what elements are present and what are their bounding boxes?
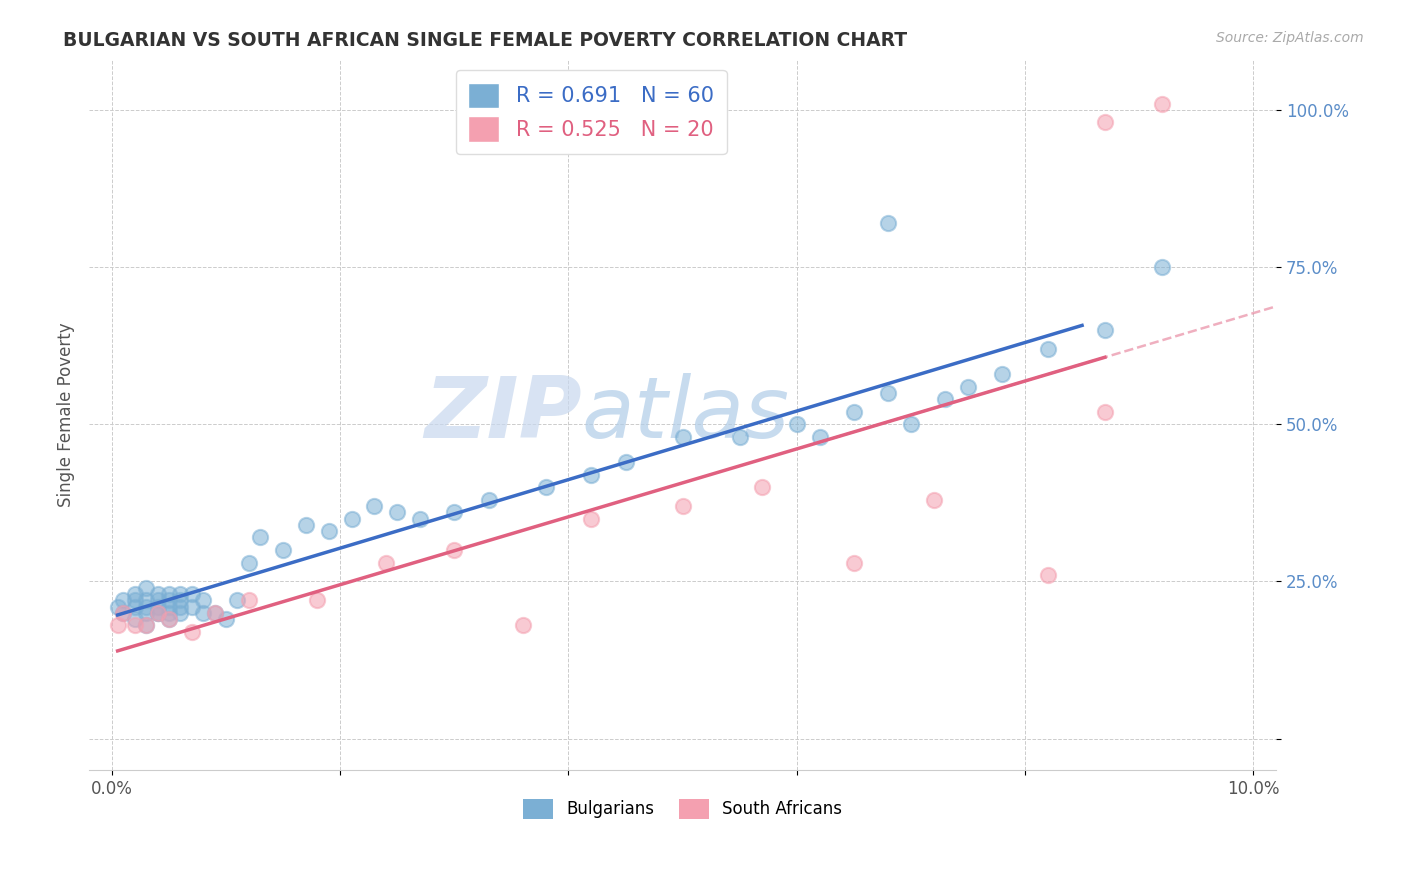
Point — [956, 379, 979, 393]
Legend: Bulgarians, South Africans: Bulgarians, South Africans — [516, 792, 849, 826]
Point — [374, 556, 396, 570]
Point — [581, 511, 603, 525]
Point — [107, 599, 129, 614]
Point — [318, 524, 340, 538]
Point — [169, 593, 191, 607]
Point — [786, 417, 808, 432]
Point — [146, 606, 169, 620]
Point — [204, 606, 226, 620]
Point — [751, 480, 773, 494]
Point — [193, 606, 215, 620]
Point — [991, 367, 1014, 381]
Point — [1036, 342, 1059, 356]
Point — [146, 593, 169, 607]
Point — [146, 606, 169, 620]
Point — [146, 599, 169, 614]
Point — [1094, 323, 1116, 337]
Point — [146, 606, 169, 620]
Point — [169, 587, 191, 601]
Point — [169, 606, 191, 620]
Point — [934, 392, 956, 406]
Point — [1094, 404, 1116, 418]
Point — [512, 618, 534, 632]
Point — [477, 492, 499, 507]
Point — [180, 624, 202, 639]
Point — [112, 606, 135, 620]
Point — [842, 404, 865, 418]
Y-axis label: Single Female Poverty: Single Female Poverty — [58, 323, 75, 508]
Text: atlas: atlas — [582, 373, 790, 457]
Point — [581, 467, 603, 482]
Point — [238, 593, 260, 607]
Point — [363, 499, 385, 513]
Point — [157, 612, 180, 626]
Point — [614, 455, 637, 469]
Point — [443, 505, 465, 519]
Point — [340, 511, 363, 525]
Point — [180, 587, 202, 601]
Point — [295, 517, 318, 532]
Point — [180, 599, 202, 614]
Point — [124, 587, 146, 601]
Point — [387, 505, 409, 519]
Point — [135, 593, 157, 607]
Point — [112, 593, 135, 607]
Point — [534, 480, 557, 494]
Point — [107, 618, 129, 632]
Point — [1150, 260, 1173, 274]
Point — [443, 543, 465, 558]
Point — [135, 599, 157, 614]
Text: Source: ZipAtlas.com: Source: ZipAtlas.com — [1216, 31, 1364, 45]
Point — [728, 430, 751, 444]
Point — [900, 417, 922, 432]
Point — [157, 606, 180, 620]
Point — [808, 430, 831, 444]
Point — [877, 385, 900, 400]
Point — [1036, 568, 1059, 582]
Text: ZIP: ZIP — [425, 373, 582, 457]
Point — [124, 599, 146, 614]
Point — [671, 499, 693, 513]
Point — [1094, 115, 1116, 129]
Point — [124, 612, 146, 626]
Point — [112, 606, 135, 620]
Text: BULGARIAN VS SOUTH AFRICAN SINGLE FEMALE POVERTY CORRELATION CHART: BULGARIAN VS SOUTH AFRICAN SINGLE FEMALE… — [63, 31, 907, 50]
Point — [1150, 96, 1173, 111]
Point — [193, 593, 215, 607]
Point — [922, 492, 945, 507]
Point — [135, 618, 157, 632]
Point — [671, 430, 693, 444]
Point — [157, 587, 180, 601]
Point — [157, 593, 180, 607]
Point — [409, 511, 432, 525]
Point — [226, 593, 249, 607]
Point — [204, 606, 226, 620]
Point — [842, 556, 865, 570]
Point — [249, 530, 271, 544]
Point — [135, 581, 157, 595]
Point — [124, 618, 146, 632]
Point — [135, 606, 157, 620]
Point — [271, 543, 294, 558]
Point — [135, 618, 157, 632]
Point — [157, 612, 180, 626]
Point — [215, 612, 238, 626]
Point — [877, 216, 900, 230]
Point — [238, 556, 260, 570]
Point — [157, 599, 180, 614]
Point — [169, 599, 191, 614]
Point — [124, 593, 146, 607]
Point — [307, 593, 329, 607]
Point — [146, 587, 169, 601]
